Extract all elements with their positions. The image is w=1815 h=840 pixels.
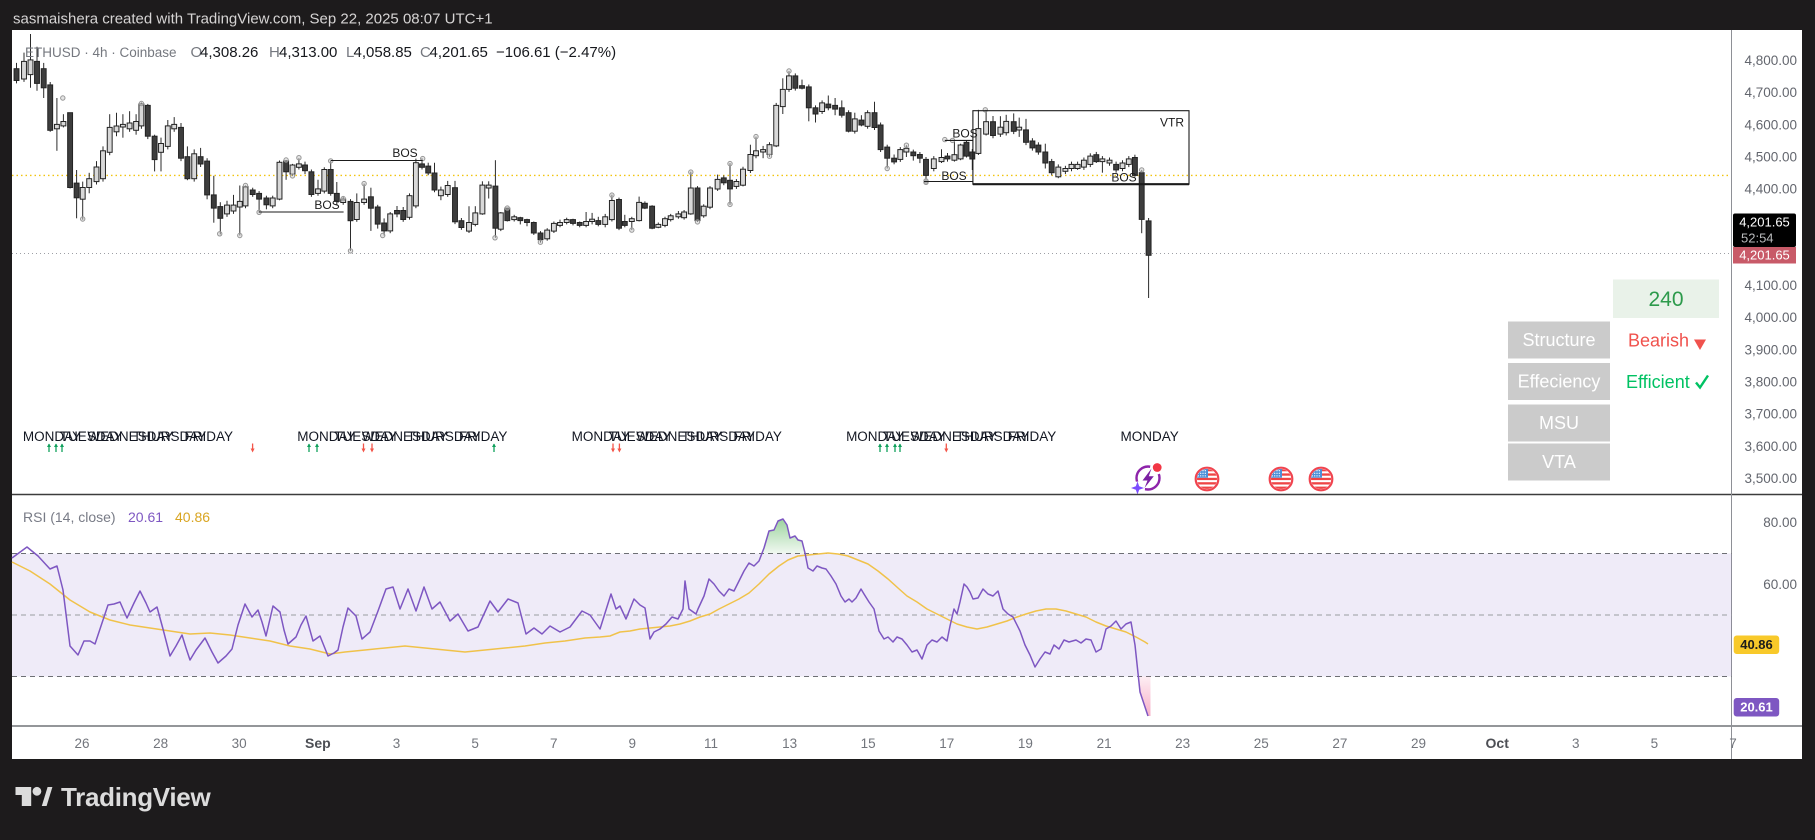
svg-text:4,700.00: 4,700.00	[1744, 85, 1797, 100]
svg-text:sasmaishera created with Tradi: sasmaishera created with TradingView.com…	[13, 11, 493, 28]
svg-text:3,600.00: 3,600.00	[1744, 439, 1797, 454]
svg-text:VTR: VTR	[1160, 116, 1184, 130]
svg-text:TUESDAY: TUESDAY	[334, 429, 397, 444]
svg-text:Sep: Sep	[305, 735, 331, 751]
svg-text:3,900.00: 3,900.00	[1744, 342, 1797, 357]
svg-text:TUESDAY: TUESDAY	[60, 429, 123, 444]
svg-text:17: 17	[939, 736, 954, 751]
svg-text:MONDAY: MONDAY	[23, 429, 81, 444]
svg-text:29: 29	[1411, 736, 1426, 751]
svg-text:7: 7	[550, 736, 558, 751]
svg-text:19: 19	[1018, 736, 1033, 751]
svg-text:TUESDAY: TUESDAY	[609, 429, 672, 444]
svg-text:240: 240	[1648, 288, 1683, 311]
svg-text:60.00: 60.00	[1763, 577, 1797, 592]
svg-text:FRIDAY: FRIDAY	[733, 429, 782, 444]
svg-text:BOS: BOS	[941, 169, 966, 183]
svg-text:Effeciency: Effeciency	[1518, 372, 1601, 392]
svg-text:4,058.85: 4,058.85	[354, 44, 412, 61]
svg-text:26: 26	[74, 736, 89, 751]
svg-text:27: 27	[1332, 736, 1347, 751]
svg-text:80.00: 80.00	[1763, 515, 1797, 530]
svg-text:FRIDAY: FRIDAY	[185, 429, 234, 444]
svg-text:4,800.00: 4,800.00	[1744, 53, 1797, 68]
svg-text:11: 11	[704, 736, 718, 751]
svg-text:3,500.00: 3,500.00	[1744, 471, 1797, 486]
svg-text:4,201.65: 4,201.65	[1739, 248, 1790, 263]
svg-text:ETHUSD · 4h · Coinbase: ETHUSD · 4h · Coinbase	[25, 45, 177, 60]
svg-text:20.61: 20.61	[1740, 700, 1773, 715]
svg-text:FRIDAY: FRIDAY	[459, 429, 508, 444]
svg-text:MONDAY: MONDAY	[572, 429, 630, 444]
svg-text:40.86: 40.86	[175, 509, 210, 525]
svg-text:13: 13	[782, 736, 797, 751]
svg-text:3: 3	[1572, 736, 1580, 751]
svg-text:9: 9	[629, 736, 637, 751]
svg-text:Efficient: Efficient	[1626, 372, 1690, 392]
svg-text:4,000.00: 4,000.00	[1744, 310, 1797, 325]
svg-text:THURSDAY: THURSDAY	[682, 429, 755, 444]
svg-text:C: C	[420, 44, 431, 61]
svg-text:MONDAY: MONDAY	[297, 429, 355, 444]
svg-text:Structure: Structure	[1522, 330, 1595, 350]
svg-text:L: L	[346, 44, 354, 61]
svg-text:4,308.26: 4,308.26	[200, 44, 258, 61]
svg-text:21: 21	[1097, 736, 1112, 751]
svg-text:52:54: 52:54	[1741, 231, 1774, 246]
svg-text:4,201.65: 4,201.65	[1739, 215, 1790, 230]
svg-text:Bearish: Bearish	[1628, 331, 1689, 351]
svg-text:Oct: Oct	[1486, 735, 1510, 751]
svg-text:TUESDAY: TUESDAY	[883, 429, 946, 444]
svg-text:25: 25	[1254, 736, 1269, 751]
svg-text:BOS: BOS	[392, 146, 417, 160]
svg-text:30: 30	[232, 736, 247, 751]
svg-text:WEDNESDAY: WEDNESDAY	[911, 429, 997, 444]
svg-text:THURSDAY: THURSDAY	[133, 429, 206, 444]
svg-text:4,500.00: 4,500.00	[1744, 150, 1797, 165]
svg-text:40.86: 40.86	[1740, 637, 1773, 652]
svg-text:20.61: 20.61	[128, 509, 163, 525]
svg-text:THURSDAY: THURSDAY	[407, 429, 480, 444]
svg-text:BOS: BOS	[1111, 171, 1136, 185]
svg-text:O: O	[191, 44, 203, 61]
svg-text:4,400.00: 4,400.00	[1744, 182, 1797, 197]
svg-text:4,600.00: 4,600.00	[1744, 117, 1797, 132]
svg-text:WEDNESDAY: WEDNESDAY	[87, 429, 173, 444]
svg-text:BOS: BOS	[952, 127, 977, 141]
svg-text:MONDAY: MONDAY	[846, 429, 904, 444]
svg-text:3,700.00: 3,700.00	[1744, 407, 1797, 422]
svg-text:MONDAY: MONDAY	[1120, 429, 1178, 444]
svg-text:THURSDAY: THURSDAY	[956, 429, 1029, 444]
svg-text:15: 15	[861, 736, 876, 751]
svg-text:4,201.65: 4,201.65	[430, 44, 488, 61]
svg-text:WEDNESDAY: WEDNESDAY	[636, 429, 722, 444]
svg-text:3,800.00: 3,800.00	[1744, 375, 1797, 390]
svg-text:VTA: VTA	[1542, 452, 1576, 472]
svg-text:5: 5	[1651, 736, 1659, 751]
svg-text:WEDNESDAY: WEDNESDAY	[362, 429, 448, 444]
svg-text:−106.61 (−2.47%): −106.61 (−2.47%)	[496, 44, 616, 61]
svg-text:MSU: MSU	[1539, 413, 1579, 433]
svg-text:TradingView: TradingView	[61, 782, 211, 812]
svg-text:7: 7	[1729, 736, 1737, 751]
svg-text:4,100.00: 4,100.00	[1744, 278, 1797, 293]
svg-text:BOS: BOS	[314, 198, 339, 212]
svg-text:4,313.00: 4,313.00	[279, 44, 337, 61]
svg-text:3: 3	[393, 736, 401, 751]
svg-text:5: 5	[471, 736, 479, 751]
svg-text:RSI (14, close): RSI (14, close)	[23, 509, 116, 525]
svg-text:23: 23	[1175, 736, 1190, 751]
svg-text:H: H	[269, 44, 280, 61]
svg-text:28: 28	[153, 736, 168, 751]
svg-text:FRIDAY: FRIDAY	[1008, 429, 1057, 444]
